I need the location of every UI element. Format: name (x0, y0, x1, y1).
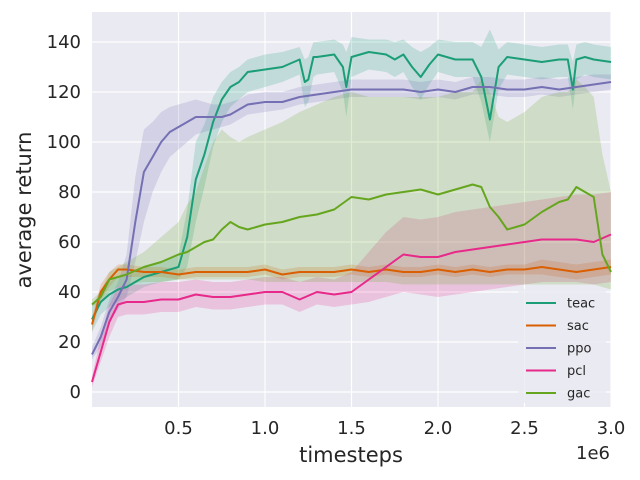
confidence-bands (92, 29, 611, 387)
x-tick-label: 2.5 (510, 418, 539, 439)
legend: teac sac ppo pcl gac (518, 289, 606, 403)
series-line-gac (91, 183, 612, 306)
x-tick-label: 2.0 (424, 418, 453, 439)
y-tick-label: 80 (58, 182, 81, 203)
x-axis-label: timesteps (299, 443, 403, 467)
legend-label-sac: sac (567, 319, 589, 334)
x-tick-labels: 0.5 1.0 1.5 2.0 2.5 3.0 (164, 418, 625, 439)
legend-label-ppo: ppo (567, 342, 592, 357)
band-teac (92, 29, 611, 332)
y-axis-label: average return (12, 132, 36, 289)
legend-label-gac: gac (567, 387, 590, 402)
series-line-ppo (91, 81, 612, 355)
y-tick-label: 100 (47, 132, 81, 153)
legend-label-pcl: pcl (567, 364, 586, 379)
x-tick-label: 0.5 (164, 418, 193, 439)
series-line-pcl (91, 233, 612, 383)
y-tick-label: 0 (70, 382, 81, 403)
legend-label-teac: teac (567, 297, 595, 312)
x-offset-label: 1e6 (576, 443, 610, 464)
x-tick-label: 3.0 (597, 418, 626, 439)
series-lines (91, 51, 612, 383)
series-line-teac (91, 51, 612, 320)
y-tick-label: 20 (58, 332, 81, 353)
x-tick-label: 1.5 (337, 418, 366, 439)
band-pcl (92, 192, 611, 387)
x-tick-label: 1.0 (251, 418, 280, 439)
legend-box (518, 289, 606, 403)
y-tick-label: 40 (58, 282, 81, 303)
band-gac (92, 79, 611, 307)
y-tick-label: 120 (47, 82, 81, 103)
series-line-sac (91, 266, 612, 325)
band-sac (92, 259, 611, 332)
y-tick-label: 60 (58, 232, 81, 253)
y-tick-labels: 0 20 40 60 80 100 120 140 (47, 32, 81, 403)
y-tick-label: 140 (47, 32, 81, 53)
